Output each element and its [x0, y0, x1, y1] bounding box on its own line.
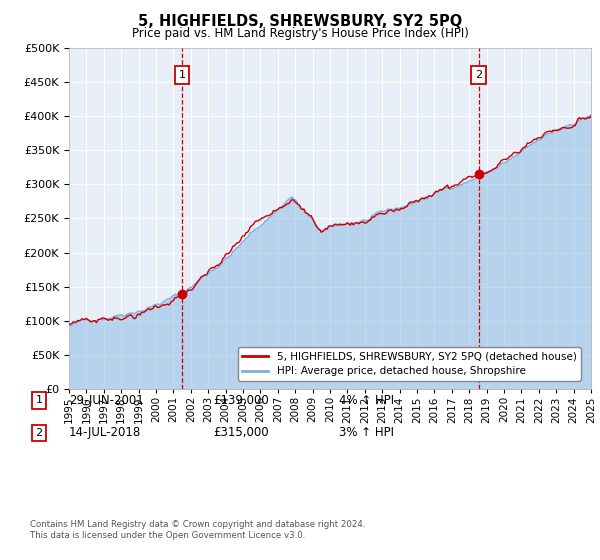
Text: £315,000: £315,000 [213, 426, 269, 440]
Text: 3% ↑ HPI: 3% ↑ HPI [339, 426, 394, 440]
Text: £139,000: £139,000 [213, 394, 269, 407]
Text: 14-JUL-2018: 14-JUL-2018 [69, 426, 141, 440]
Text: Price paid vs. HM Land Registry's House Price Index (HPI): Price paid vs. HM Land Registry's House … [131, 27, 469, 40]
Text: 2: 2 [35, 428, 43, 438]
Text: This data is licensed under the Open Government Licence v3.0.: This data is licensed under the Open Gov… [30, 531, 305, 540]
Legend: 5, HIGHFIELDS, SHREWSBURY, SY2 5PQ (detached house), HPI: Average price, detache: 5, HIGHFIELDS, SHREWSBURY, SY2 5PQ (deta… [238, 347, 581, 381]
Text: 1: 1 [35, 395, 43, 405]
Text: 4% ↑ HPI: 4% ↑ HPI [339, 394, 394, 407]
Text: 2: 2 [475, 70, 482, 80]
Text: Contains HM Land Registry data © Crown copyright and database right 2024.: Contains HM Land Registry data © Crown c… [30, 520, 365, 529]
Text: 1: 1 [179, 70, 185, 80]
Text: 29-JUN-2001: 29-JUN-2001 [69, 394, 144, 407]
Text: 5, HIGHFIELDS, SHREWSBURY, SY2 5PQ: 5, HIGHFIELDS, SHREWSBURY, SY2 5PQ [138, 14, 462, 29]
